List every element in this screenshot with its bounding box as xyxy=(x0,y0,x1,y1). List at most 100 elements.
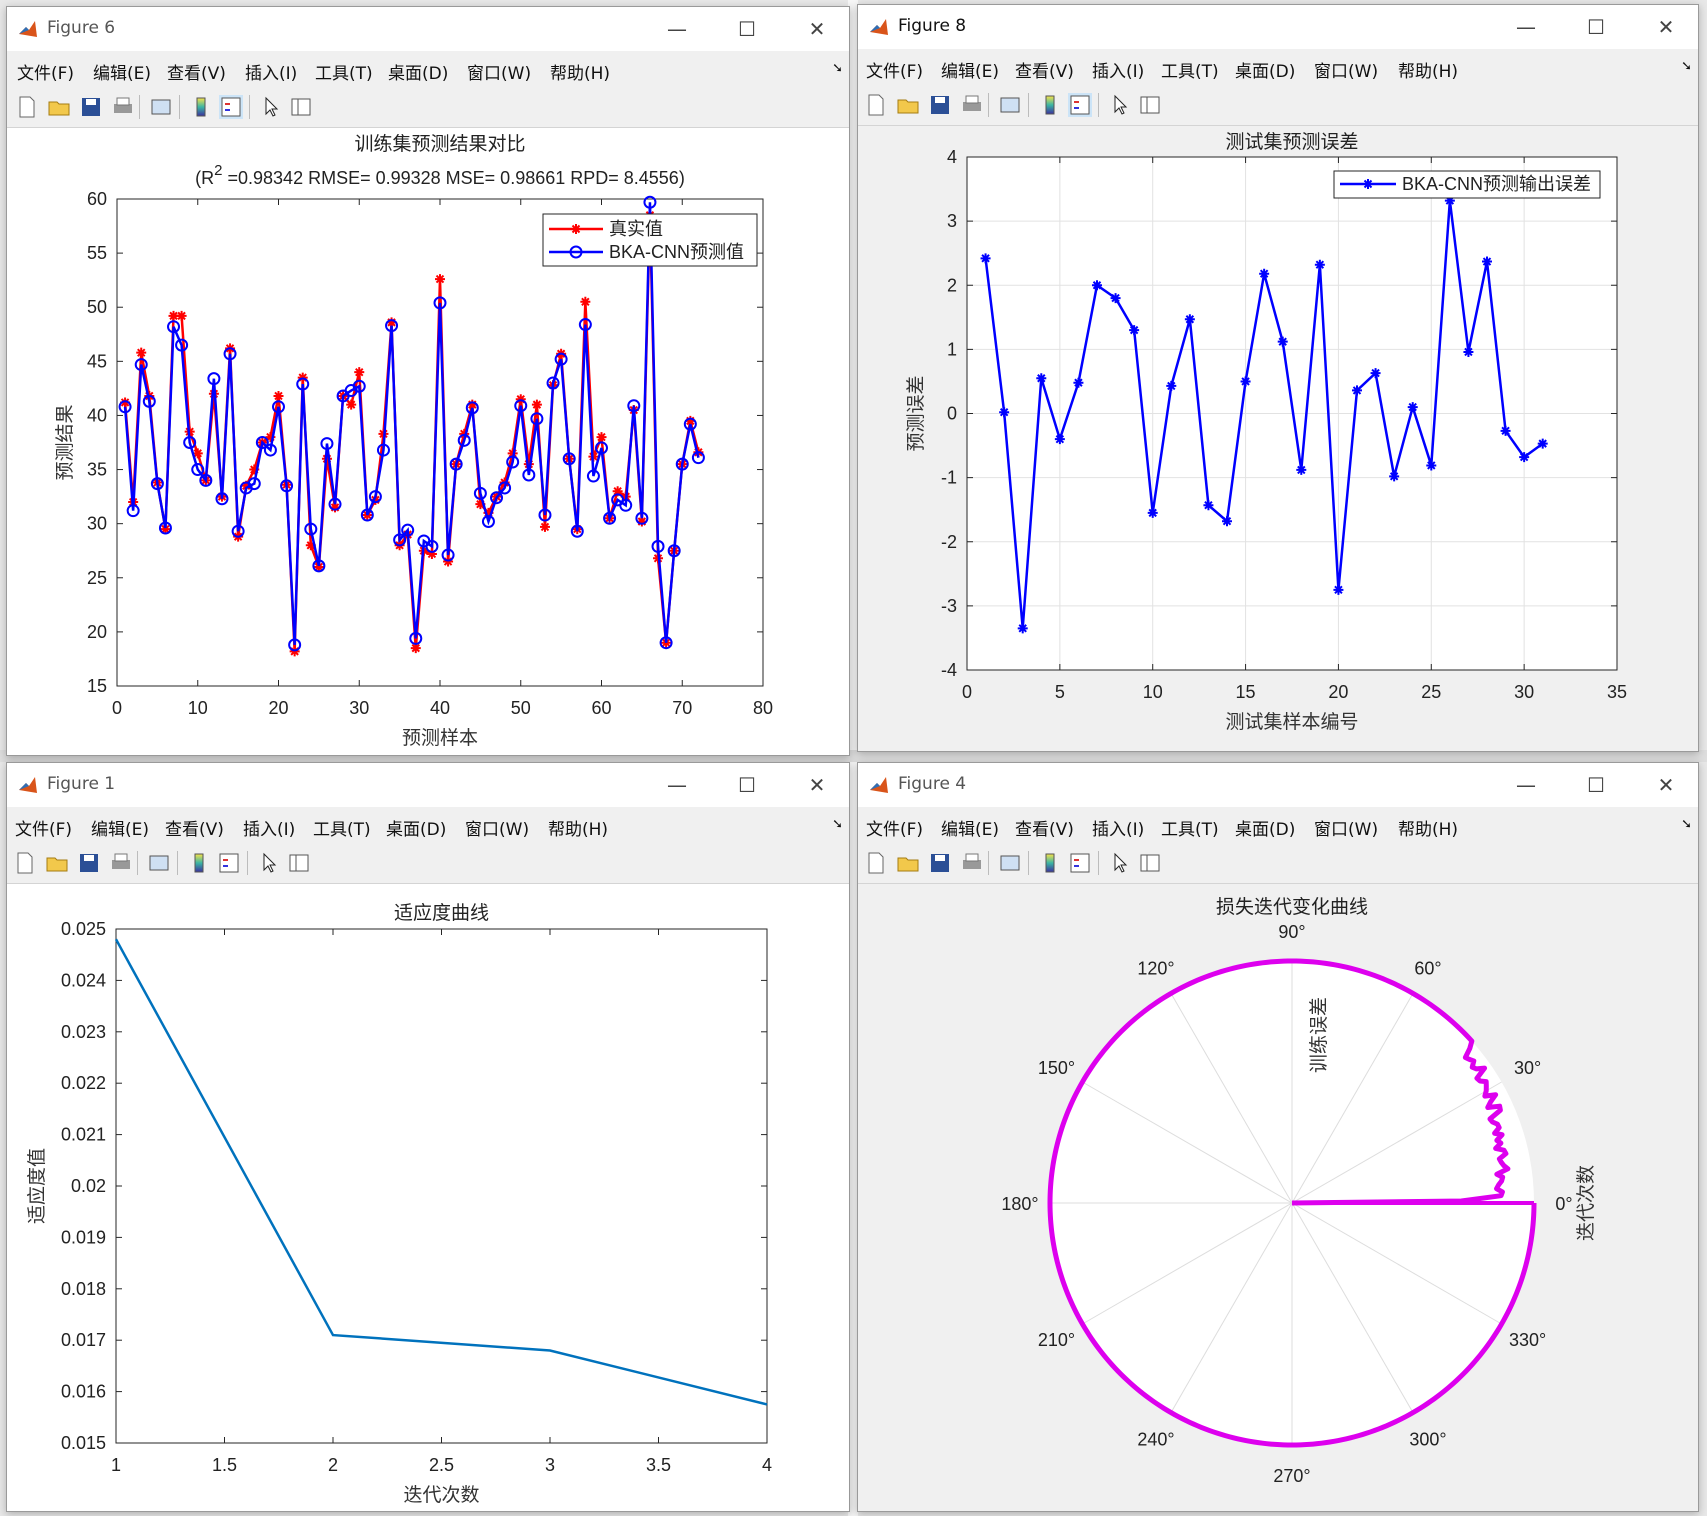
menu-insert[interactable]: 插入(I) xyxy=(1092,820,1145,840)
colorbar-icon[interactable] xyxy=(187,851,211,875)
minimize-icon[interactable]: — xyxy=(667,773,687,797)
predicted-point xyxy=(175,338,189,352)
property-editor-icon[interactable] xyxy=(1138,851,1162,875)
maximize-icon[interactable]: ☐ xyxy=(1587,773,1605,797)
menu-tools[interactable]: 工具(T) xyxy=(1161,820,1219,840)
menu-help[interactable]: 帮助(H) xyxy=(548,820,609,840)
colorbar-icon[interactable] xyxy=(1038,93,1062,117)
dock-arrow-icon[interactable]: ➘ xyxy=(1681,59,1692,74)
open-file-icon[interactable] xyxy=(896,851,920,875)
save-icon[interactable] xyxy=(77,851,101,875)
save-icon[interactable] xyxy=(928,93,952,117)
pointer-icon[interactable] xyxy=(1108,93,1132,117)
property-editor-icon[interactable] xyxy=(289,95,313,119)
figure-toolbar xyxy=(858,85,1698,126)
new-figure-icon[interactable] xyxy=(13,851,37,875)
maximize-icon[interactable]: ☐ xyxy=(738,17,756,41)
menu-view[interactable]: 查看(V) xyxy=(167,64,226,84)
print-icon[interactable] xyxy=(960,851,984,875)
figure-4-window[interactable]: Figure 4 — ☐ ✕ 文件(F) 编辑(E) 查看(V) 插入(I) 工… xyxy=(857,762,1699,1512)
print-icon[interactable] xyxy=(111,95,135,119)
open-file-icon[interactable] xyxy=(45,851,69,875)
plot-area xyxy=(117,199,763,686)
title-bar[interactable]: Figure 4 — ☐ ✕ xyxy=(858,763,1698,807)
close-icon[interactable]: ✕ xyxy=(808,773,826,797)
close-icon[interactable]: ✕ xyxy=(1657,773,1675,797)
minimize-icon[interactable]: — xyxy=(1516,773,1536,797)
dock-arrow-icon[interactable]: ➘ xyxy=(1681,817,1692,832)
menu-window[interactable]: 窗口(W) xyxy=(465,820,530,840)
menu-desktop[interactable]: 桌面(D) xyxy=(386,820,447,840)
menu-file[interactable]: 文件(F) xyxy=(866,62,924,82)
minimize-icon[interactable]: — xyxy=(667,17,687,41)
colorbar-icon[interactable] xyxy=(189,95,213,119)
menu-view[interactable]: 查看(V) xyxy=(1015,62,1074,82)
maximize-icon[interactable]: ☐ xyxy=(1587,15,1605,39)
actual-point xyxy=(313,561,324,572)
link-plot-icon[interactable] xyxy=(998,851,1022,875)
menu-view[interactable]: 查看(V) xyxy=(1015,820,1074,840)
new-figure-icon[interactable] xyxy=(15,95,39,119)
menu-help[interactable]: 帮助(H) xyxy=(1398,62,1459,82)
menu-edit[interactable]: 编辑(E) xyxy=(941,820,1000,840)
title-bar[interactable]: Figure 6 — ☐ ✕ xyxy=(7,7,849,51)
legend-icon[interactable] xyxy=(219,95,243,119)
menu-file[interactable]: 文件(F) xyxy=(15,820,73,840)
menu-view[interactable]: 查看(V) xyxy=(165,820,224,840)
menu-insert[interactable]: 插入(I) xyxy=(245,64,298,84)
predicted-point xyxy=(158,521,172,535)
print-icon[interactable] xyxy=(109,851,133,875)
legend-icon[interactable] xyxy=(1068,93,1092,117)
pointer-icon[interactable] xyxy=(259,95,283,119)
colorbar-icon[interactable] xyxy=(1038,851,1062,875)
print-icon[interactable] xyxy=(960,93,984,117)
figure-8-window[interactable]: Figure 8 — ☐ ✕ 文件(F) 编辑(E) 查看(V) 插入(I) 工… xyxy=(857,4,1699,752)
menu-insert[interactable]: 插入(I) xyxy=(243,820,296,840)
new-figure-icon[interactable] xyxy=(864,93,888,117)
property-editor-icon[interactable] xyxy=(287,851,311,875)
menu-window[interactable]: 窗口(W) xyxy=(467,64,532,84)
property-editor-icon[interactable] xyxy=(1138,93,1162,117)
actual-point xyxy=(168,310,179,321)
menu-desktop[interactable]: 桌面(D) xyxy=(388,64,449,84)
save-icon[interactable] xyxy=(79,95,103,119)
close-icon[interactable]: ✕ xyxy=(1657,15,1675,39)
menu-help[interactable]: 帮助(H) xyxy=(1398,820,1459,840)
title-bar[interactable]: Figure 8 — ☐ ✕ xyxy=(858,5,1698,49)
menu-help[interactable]: 帮助(H) xyxy=(550,64,611,84)
menu-insert[interactable]: 插入(I) xyxy=(1092,62,1145,82)
menu-window[interactable]: 窗口(W) xyxy=(1314,820,1379,840)
title-bar[interactable]: Figure 1 — ☐ ✕ xyxy=(7,763,849,807)
open-file-icon[interactable] xyxy=(896,93,920,117)
pointer-icon[interactable] xyxy=(257,851,281,875)
link-plot-icon[interactable] xyxy=(149,95,173,119)
dock-arrow-icon[interactable]: ➘ xyxy=(832,61,843,76)
menu-file[interactable]: 文件(F) xyxy=(17,64,75,84)
legend-icon[interactable] xyxy=(217,851,241,875)
minimize-icon[interactable]: — xyxy=(1516,15,1536,39)
menu-desktop[interactable]: 桌面(D) xyxy=(1235,62,1296,82)
figure-1-window[interactable]: Figure 1 — ☐ ✕ 文件(F) 编辑(E) 查看(V) 插入(I) 工… xyxy=(6,762,850,1512)
menu-window[interactable]: 窗口(W) xyxy=(1314,62,1379,82)
menu-file[interactable]: 文件(F) xyxy=(866,820,924,840)
close-icon[interactable]: ✕ xyxy=(808,17,826,41)
figure-6-window[interactable]: Figure 6 — ☐ ✕ 文件(F) 编辑(E) 查看(V) 插入(I) 工… xyxy=(6,6,850,756)
maximize-icon[interactable]: ☐ xyxy=(738,773,756,797)
menu-tools[interactable]: 工具(T) xyxy=(315,64,373,84)
menu-tools[interactable]: 工具(T) xyxy=(313,820,371,840)
figure-canvas: 0 5 10 15 20 25 30 35 -4 -3 -2 -1 0 1 2 3 4 测试集样本编号 预测误差 测试… xyxy=(858,126,1698,751)
legend-marker xyxy=(571,224,581,234)
menu-tools[interactable]: 工具(T) xyxy=(1161,62,1219,82)
menu-desktop[interactable]: 桌面(D) xyxy=(1235,820,1296,840)
link-plot-icon[interactable] xyxy=(998,93,1022,117)
legend-icon[interactable] xyxy=(1068,851,1092,875)
link-plot-icon[interactable] xyxy=(147,851,171,875)
menu-edit[interactable]: 编辑(E) xyxy=(91,820,150,840)
menu-edit[interactable]: 编辑(E) xyxy=(941,62,1000,82)
dock-arrow-icon[interactable]: ➘ xyxy=(832,817,843,832)
open-file-icon[interactable] xyxy=(47,95,71,119)
save-icon[interactable] xyxy=(928,851,952,875)
pointer-icon[interactable] xyxy=(1108,851,1132,875)
menu-edit[interactable]: 编辑(E) xyxy=(93,64,152,84)
new-figure-icon[interactable] xyxy=(864,851,888,875)
